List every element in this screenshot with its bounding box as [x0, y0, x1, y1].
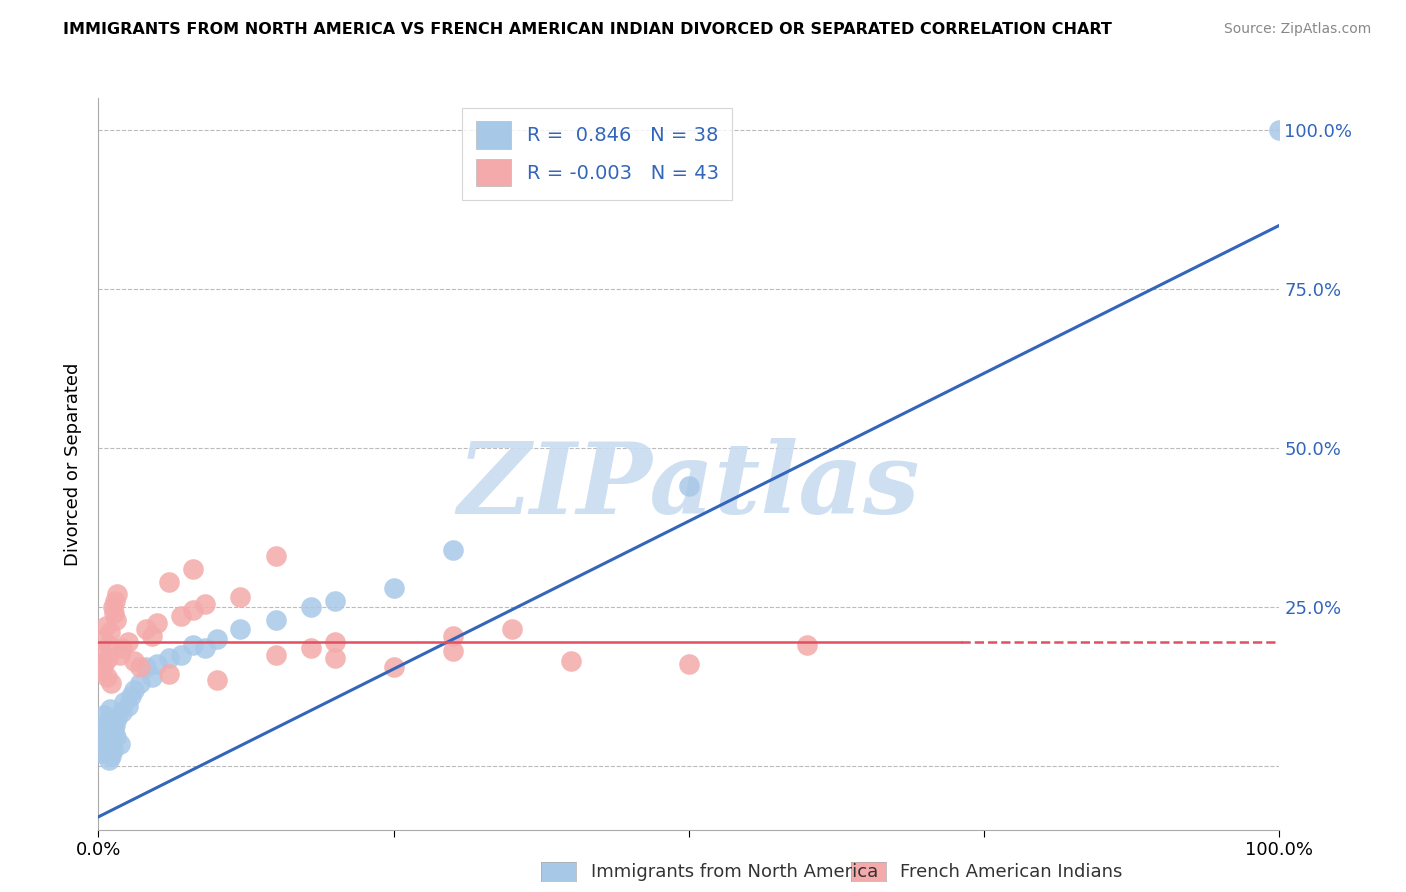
Point [323, 593, 346, 607]
Point [93, 657, 115, 672]
Point [111, 705, 134, 719]
Point [97, 714, 120, 729]
Point [181, 562, 204, 576]
Point [146, 657, 169, 672]
Point [141, 629, 163, 643]
Point [560, 654, 582, 668]
Point [501, 622, 523, 636]
Point [98, 625, 121, 640]
Point [1268, 123, 1291, 137]
Point [100, 676, 122, 690]
Point [112, 695, 135, 709]
Point [94, 619, 117, 633]
Legend: R =  0.846   N = 38, R = -0.003   N = 43: R = 0.846 N = 38, R = -0.003 N = 43 [463, 108, 733, 200]
Point [96, 670, 118, 684]
Point [104, 593, 127, 607]
Point [157, 650, 180, 665]
Point [170, 648, 193, 662]
Point [382, 660, 405, 674]
Point [146, 615, 169, 630]
Point [100, 749, 122, 764]
Point [128, 676, 150, 690]
Point [117, 635, 139, 649]
Point [141, 670, 163, 684]
Point [103, 723, 125, 738]
Point [93, 708, 115, 723]
Text: Source: ZipAtlas.com: Source: ZipAtlas.com [1223, 22, 1371, 37]
Point [205, 673, 228, 687]
Point [441, 644, 464, 658]
Point [229, 591, 252, 605]
Point [111, 641, 134, 656]
Point [181, 638, 204, 652]
Text: IMMIGRANTS FROM NORTH AMERICA VS FRENCH AMERICAN INDIAN DIVORCED OR SEPARATED CO: IMMIGRANTS FROM NORTH AMERICA VS FRENCH … [63, 22, 1112, 37]
Point [205, 632, 228, 646]
Point [135, 660, 157, 674]
Point [194, 597, 217, 611]
Point [264, 648, 287, 662]
Point [194, 641, 217, 656]
Point [122, 682, 145, 697]
Point [105, 731, 128, 745]
Point [441, 629, 464, 643]
Point [181, 603, 204, 617]
Point [108, 648, 131, 662]
Point [90, 727, 112, 741]
Point [98, 638, 121, 652]
Point [157, 574, 180, 589]
Point [101, 743, 124, 757]
Point [382, 581, 405, 595]
Point [98, 753, 121, 767]
Point [323, 650, 346, 665]
Point [105, 587, 128, 601]
Point [323, 635, 346, 649]
Point [170, 609, 193, 624]
Point [117, 698, 139, 713]
Point [101, 599, 124, 614]
Point [264, 549, 287, 563]
Point [97, 650, 120, 665]
Point [229, 622, 252, 636]
Point [103, 607, 125, 621]
Point [441, 542, 464, 557]
Point [98, 702, 121, 716]
Point [796, 638, 818, 652]
Point [94, 721, 117, 735]
Point [90, 644, 112, 658]
Point [157, 666, 180, 681]
Text: ZIPatlas: ZIPatlas [458, 438, 920, 534]
Point [96, 733, 118, 747]
Text: French American Indians: French American Indians [900, 863, 1122, 881]
Y-axis label: Divorced or Separated: Divorced or Separated [63, 362, 82, 566]
Point [122, 654, 145, 668]
Point [678, 479, 700, 493]
Point [105, 711, 128, 725]
Point [135, 622, 157, 636]
Point [104, 717, 127, 731]
Point [105, 613, 128, 627]
Point [678, 657, 700, 672]
Point [91, 632, 114, 646]
Point [108, 737, 131, 751]
Point [91, 746, 114, 760]
Text: Immigrants from North America: Immigrants from North America [591, 863, 877, 881]
Point [264, 613, 287, 627]
Point [299, 641, 322, 656]
Point [121, 689, 143, 703]
Point [91, 739, 114, 754]
Point [91, 664, 114, 678]
Point [128, 660, 150, 674]
Point [299, 599, 322, 614]
